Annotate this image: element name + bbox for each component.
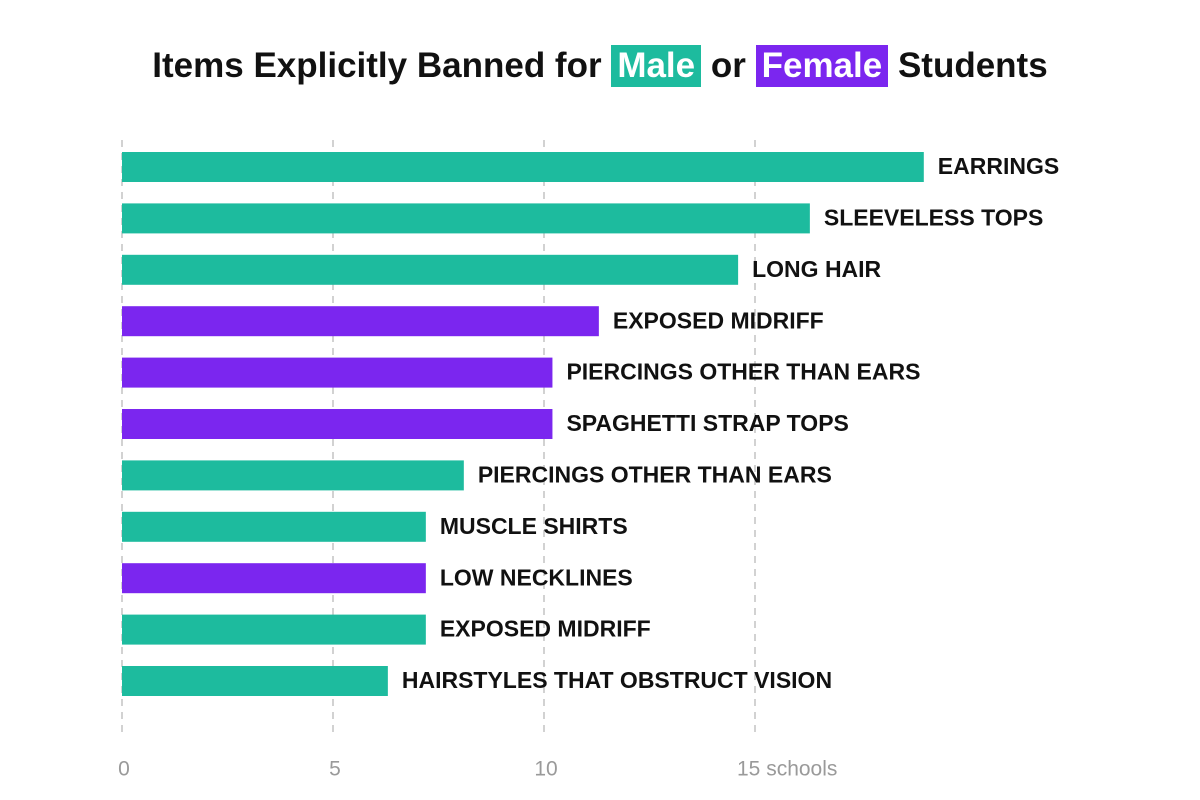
bar-label-11: HAIRSTYLES THAT OBSTRUCT VISION <box>402 667 832 693</box>
bar-label-8: MUSCLE SHIRTS <box>440 513 628 539</box>
x-axis-ticks: 0 5 10 15 schools <box>118 758 837 781</box>
bar-5-female <box>122 357 553 388</box>
bar-4-female <box>122 306 599 337</box>
bar-7-male <box>122 460 464 491</box>
title-connector: or <box>710 46 746 85</box>
bar-2-male <box>122 203 810 234</box>
bar-label-5: PIERCINGS OTHER THAN EARS <box>566 359 920 385</box>
bar-label-9: LOW NECKLINES <box>440 564 633 590</box>
bar-labels: EARRINGS SLEEVELESS TOPS LONG HAIR EXPOSED … <box>402 153 1059 693</box>
title-female-highlight: Female <box>755 45 889 87</box>
bar-label-2: SLEEVELESS TOPS <box>824 204 1043 230</box>
x-tick-label-10: 10 <box>534 758 557 781</box>
x-tick-label-15: 15 schools <box>737 758 837 781</box>
bar-label-7: PIERCINGS OTHER THAN EARS <box>478 461 832 487</box>
bar-label-10: EXPOSED MIDRIFF <box>440 616 651 642</box>
x-tick-label-5: 5 <box>329 758 341 781</box>
bar-11-male <box>122 666 388 696</box>
bar-8-male <box>122 511 426 542</box>
bar-10-male <box>122 614 426 645</box>
x-tick-label-0: 0 <box>118 758 130 781</box>
title-suffix: Students <box>897 46 1048 85</box>
bar-label-3: LONG HAIR <box>752 256 881 282</box>
bar-6-female <box>122 409 553 439</box>
bar-label-1: EARRINGS <box>938 153 1059 179</box>
bar-label-4: EXPOSED MIDRIFF <box>613 307 824 333</box>
title-prefix: Items Explicitly Banned for <box>152 46 602 85</box>
bar-1-male <box>122 152 924 182</box>
bar-9-female <box>122 563 426 594</box>
chart-title: Items Explicitly Banned for Male or Fema… <box>0 45 1200 87</box>
bars <box>122 152 924 696</box>
bar-3-male <box>122 254 739 285</box>
title-male-highlight: Male <box>611 45 702 87</box>
bar-label-6: SPAGHETTI STRAP TOPS <box>566 410 848 436</box>
